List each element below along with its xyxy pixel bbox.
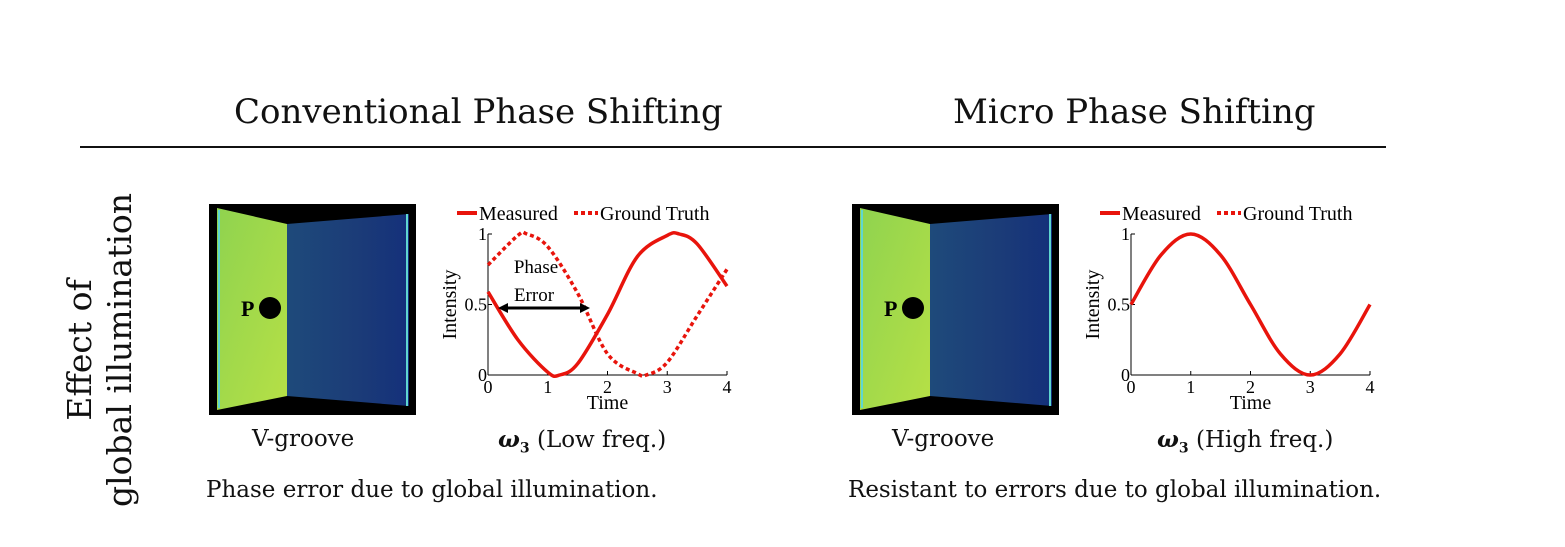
right-description: Resistant to errors due to global illumi… (848, 477, 1382, 503)
left-caption-subscript: 3 (519, 440, 530, 457)
row-label-line2: global illumination (100, 193, 139, 508)
x-tick-label: 0 (484, 377, 493, 397)
right-column-title: Micro Phase Shifting (953, 92, 1316, 132)
x-tick-label: 1 (543, 377, 552, 397)
x-tick-label: 2 (1246, 377, 1255, 397)
series-measured-line (1129, 232, 1372, 377)
right-caption-subscript: 3 (1178, 440, 1189, 457)
legend: Measured Ground Truth (1100, 203, 1352, 225)
x-tick-label: 4 (1366, 377, 1375, 397)
left-plot-caption: ω3 (Low freq.) (498, 426, 666, 457)
right-image-caption: V-groove (892, 426, 995, 452)
y-tick-label: 1 (478, 224, 487, 244)
legend-ground-truth-label: Ground Truth (600, 203, 709, 225)
left-point-marker (259, 297, 281, 319)
right-point-marker (902, 297, 924, 319)
legend-measured-label: Measured (1122, 203, 1201, 225)
phase-error-arrowhead-left (498, 303, 508, 313)
header-rule (80, 146, 1386, 148)
left-description: Phase error due to global illumination. (206, 477, 658, 503)
y-axis-label: Intensity (1082, 270, 1104, 340)
right-vgroove-image: P (852, 204, 1059, 415)
y-tick-label: 0 (1121, 365, 1130, 385)
left-point-label: P (241, 296, 254, 321)
y-tick-label: 0 (478, 365, 487, 385)
x-tick-label: 3 (663, 377, 672, 397)
annotation-line1: Phase (514, 257, 558, 278)
annotation-line2: Error (514, 285, 555, 306)
right-phase-chart: Measured Ground Truth 0 1 2 3 4 0 0.5 1 Time Inte… (1082, 203, 1375, 414)
right-point-label: P (884, 296, 897, 321)
left-image-caption: V-groove (252, 426, 355, 452)
right-caption-omega: ω (1157, 426, 1179, 453)
y-tick-label: 0.5 (1108, 295, 1131, 315)
phase-error-annotation: Phase Error (498, 257, 590, 313)
left-vgroove-image: P (209, 204, 416, 415)
left-caption-omega: ω (498, 426, 520, 453)
x-axis-label: Time (1230, 392, 1272, 414)
y-tick-label: 0.5 (465, 295, 488, 315)
left-column-title: Conventional Phase Shifting (234, 92, 723, 132)
row-label-line1: Effect of (60, 279, 99, 421)
right-caption-text: (High freq.) (1188, 427, 1334, 453)
left-phase-chart: Measured Ground Truth 0 1 2 3 4 0 0.5 1 Time Inte… (439, 203, 732, 414)
y-axis-label: Intensity (439, 270, 461, 340)
x-tick-label: 4 (723, 377, 732, 397)
x-tick-label: 1 (1186, 377, 1195, 397)
series-measured-line (486, 231, 729, 379)
x-axis-label: Time (587, 392, 629, 414)
right-plot-caption: ω3 (High freq.) (1157, 426, 1333, 457)
left-caption-text: (Low freq.) (529, 427, 667, 453)
x-tick-label: 0 (1127, 377, 1136, 397)
y-tick-label: 1 (1121, 224, 1130, 244)
phase-error-arrowhead-right (580, 303, 590, 313)
legend-ground-truth-label: Ground Truth (1243, 203, 1352, 225)
row-label: Effect of global illumination (60, 180, 140, 520)
x-tick-label: 3 (1306, 377, 1315, 397)
legend: Measured Ground Truth (457, 203, 709, 225)
legend-measured-label: Measured (479, 203, 558, 225)
series-ground-truth-line (486, 230, 729, 379)
x-tick-label: 2 (603, 377, 612, 397)
